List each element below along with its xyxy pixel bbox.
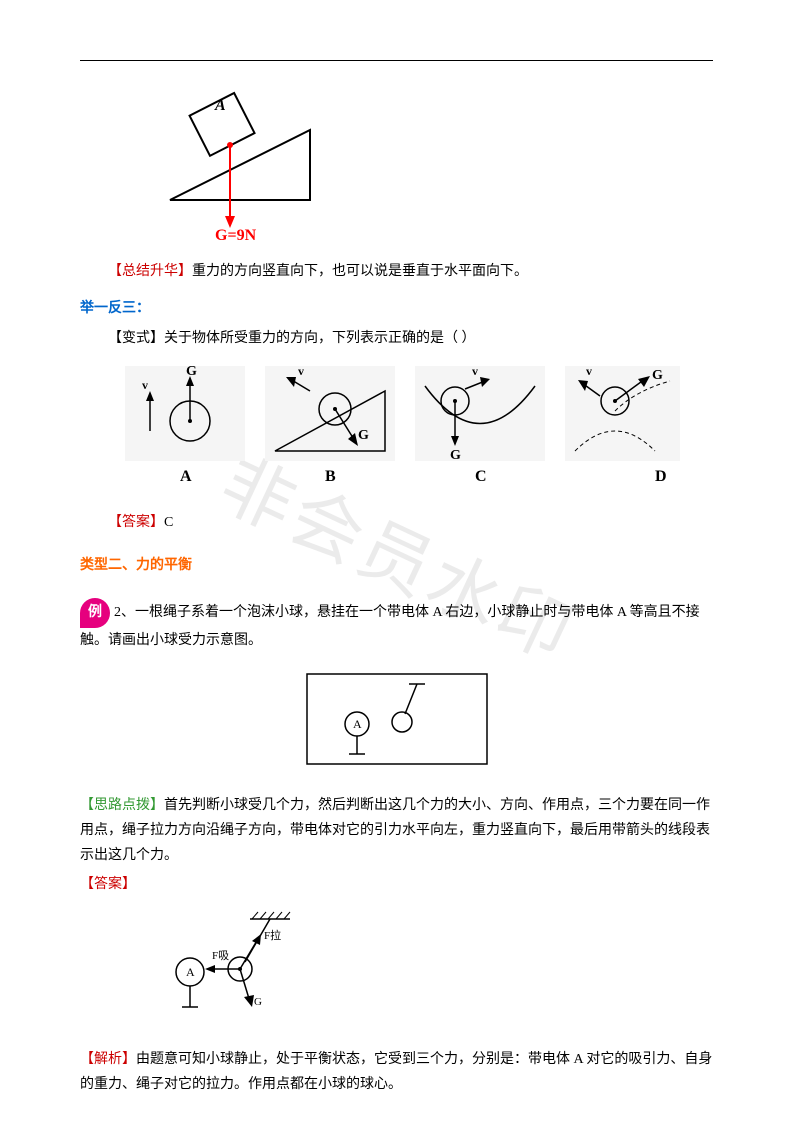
svg-text:v: v bbox=[472, 364, 478, 378]
figure-incline-block: A G=9N bbox=[140, 80, 713, 249]
force-label: G=9N bbox=[215, 227, 257, 240]
svg-text:v: v bbox=[586, 364, 592, 378]
svg-text:v: v bbox=[142, 378, 148, 392]
hint-tag: 【思路点拨】 bbox=[80, 798, 164, 813]
variation-heading: 举一反三： bbox=[80, 296, 713, 321]
svg-text:v: v bbox=[298, 364, 304, 378]
figure-example2: A bbox=[80, 664, 713, 783]
top-divider bbox=[80, 60, 713, 61]
svg-text:G: G bbox=[254, 996, 262, 1008]
variation-text: 关于物体所受重力的方向，下列表示正确的是（ ） bbox=[164, 331, 476, 346]
summary-tag: 【总结升华】 bbox=[108, 264, 192, 279]
analysis-para: 【解析】由题意可知小球静止，处于平衡状态，它受到三个力，分别是：带电体 A 对它… bbox=[80, 1047, 713, 1097]
type2-heading: 类型二、力的平衡 bbox=[80, 553, 713, 578]
summary-line: 【总结升华】重力的方向竖直向下，也可以说是垂直于水平面向下。 bbox=[80, 259, 713, 284]
answer-tag: 【答案】 bbox=[108, 515, 164, 530]
analysis-tag: 【解析】 bbox=[80, 1052, 136, 1067]
answer-line: 【答案】C bbox=[80, 510, 713, 535]
svg-text:G: G bbox=[358, 428, 369, 443]
example-badge: 例 bbox=[80, 598, 110, 628]
svg-text:D: D bbox=[655, 468, 667, 485]
variation-question: 【变式】关于物体所受重力的方向，下列表示正确的是（ ） bbox=[80, 326, 713, 351]
answer-text: C bbox=[164, 515, 173, 530]
example2-block: 例 2、一根绳子系着一个泡沫小球，悬挂在一个带电体 A 右边，小球静止时与带电体 … bbox=[80, 598, 713, 653]
svg-text:A: A bbox=[186, 965, 195, 979]
figure-force-diagram: A F吸 F拉 G bbox=[140, 907, 713, 1036]
example2-text: 一根绳子系着一个泡沫小球，悬挂在一个带电体 A 右边，小球静止时与带电体 A 等… bbox=[80, 606, 700, 649]
svg-text:G: G bbox=[450, 448, 461, 463]
options-figure: G v A G v B bbox=[120, 361, 713, 500]
block-label: A bbox=[214, 97, 226, 114]
svg-text:C: C bbox=[475, 468, 487, 485]
page-content: A G=9N 【总结升华】重力的方向竖直向下，也可以说是垂直于水平面向下。 举一… bbox=[80, 80, 713, 1097]
svg-text:A: A bbox=[353, 717, 362, 731]
example2-num: 2、 bbox=[114, 606, 135, 621]
svg-text:G: G bbox=[186, 364, 197, 379]
hint-para: 【思路点拨】首先判断小球受几个力，然后判断出这几个力的大小、方向、作用点，三个力… bbox=[80, 793, 713, 869]
variation-tag: 【变式】 bbox=[108, 331, 164, 346]
answer2-tag-line: 【答案】 bbox=[80, 872, 713, 897]
answer2-tag: 【答案】 bbox=[80, 877, 136, 892]
summary-text: 重力的方向竖直向下，也可以说是垂直于水平面向下。 bbox=[192, 264, 528, 279]
analysis-text: 由题意可知小球静止，处于平衡状态，它受到三个力，分别是：带电体 A 对它的吸引力… bbox=[80, 1052, 712, 1092]
svg-text:A: A bbox=[180, 468, 192, 485]
svg-text:F吸: F吸 bbox=[212, 950, 229, 962]
svg-text:G: G bbox=[652, 368, 663, 383]
svg-text:B: B bbox=[325, 468, 336, 485]
hint-text: 首先判断小球受几个力，然后判断出这几个力的大小、方向、作用点，三个力要在同一作用… bbox=[80, 798, 710, 863]
svg-text:F拉: F拉 bbox=[264, 928, 281, 942]
